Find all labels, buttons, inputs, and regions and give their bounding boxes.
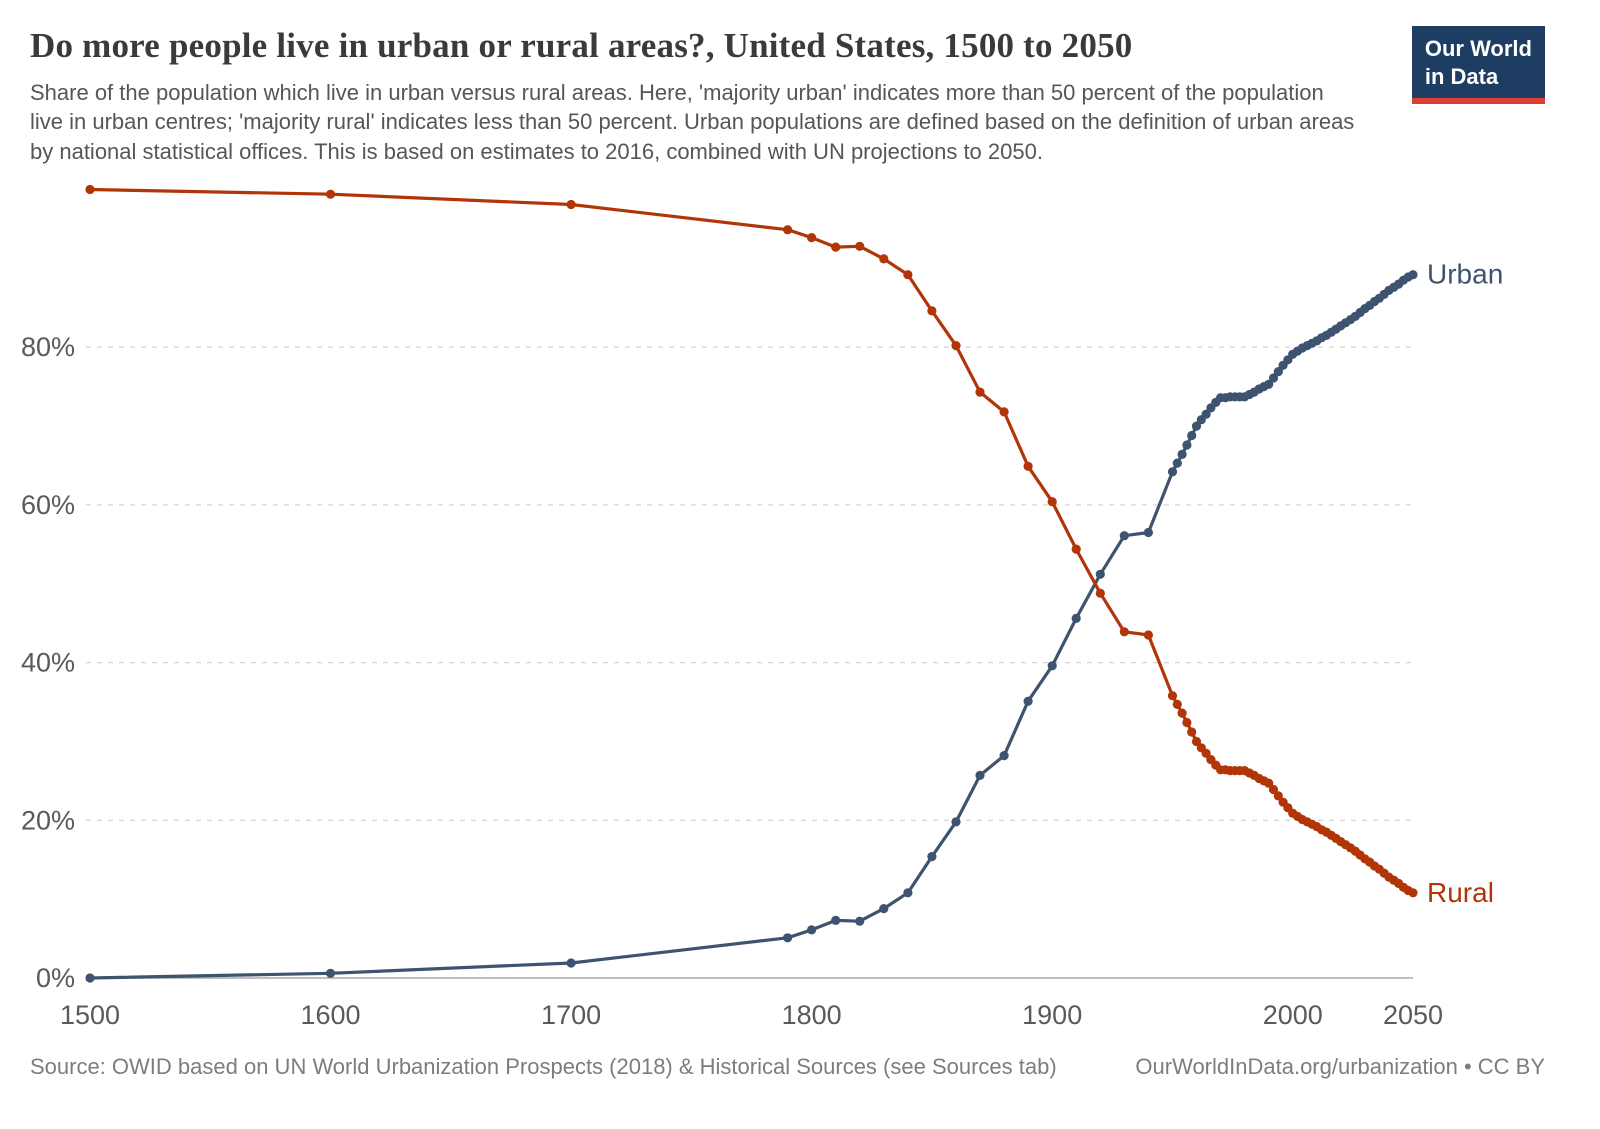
data-point [566, 958, 576, 968]
data-point [1167, 466, 1178, 477]
data-point [879, 903, 889, 913]
data-point [855, 916, 865, 926]
data-point [1268, 373, 1279, 383]
x-tick-label: 1500 [60, 1000, 120, 1030]
data-point [325, 968, 336, 978]
series-end-label: Rural [1427, 877, 1494, 908]
y-tick-label: 0% [36, 963, 75, 993]
data-point [1143, 630, 1153, 640]
x-tick-label: 1600 [301, 1000, 361, 1030]
data-point [999, 407, 1009, 417]
owid-chart-page: Do more people live in urban or rural ar… [0, 0, 1600, 1080]
y-tick-label: 80% [21, 332, 75, 362]
x-tick-label: 2000 [1263, 1000, 1323, 1030]
data-point [1095, 569, 1105, 579]
data-point [1177, 449, 1187, 459]
data-point [975, 387, 985, 397]
logo-accent-bar [1411, 98, 1545, 104]
data-point [903, 887, 913, 898]
data-point [783, 932, 793, 943]
data-point [831, 242, 841, 252]
data-point [1023, 696, 1033, 706]
data-point [1408, 269, 1418, 280]
y-tick-label: 40% [21, 647, 75, 677]
line-chart[interactable]: 0% 20% 40% 60% 80% 1500 1600 1700 1800 1900 2000 20… [0, 176, 1600, 1038]
data-point [1172, 458, 1182, 468]
data-point [1071, 613, 1081, 623]
source-note: Source: OWID based on UN World Urbanizat… [30, 1053, 1057, 1079]
data-point [1177, 708, 1187, 718]
data-point [831, 915, 841, 925]
series-end-label: Urban [1427, 258, 1503, 289]
data-point [927, 306, 937, 316]
data-point [1167, 690, 1178, 701]
series-urban[interactable]: Urban [85, 258, 1503, 983]
data-point [1273, 791, 1283, 801]
data-point [1187, 727, 1197, 737]
x-tick-label: 1900 [1022, 1000, 1082, 1030]
data-point [807, 232, 817, 242]
data-point [975, 770, 985, 780]
logo-text-line1: Our World [1424, 36, 1532, 61]
x-tick-label: 1800 [782, 1000, 842, 1030]
data-point [903, 269, 913, 280]
chart-subtitle: Share of the population which live in ur… [30, 80, 1355, 164]
data-point [85, 973, 95, 983]
data-point [1023, 461, 1033, 471]
data-point [1264, 778, 1274, 788]
data-point [1264, 379, 1274, 389]
data-point [1273, 366, 1283, 376]
data-point [325, 189, 336, 199]
data-point [1182, 440, 1192, 450]
data-point [1182, 717, 1192, 727]
y-tick-label: 20% [21, 805, 75, 835]
data-point [1119, 626, 1129, 637]
logo-text-line2: in Data [1424, 63, 1499, 89]
data-point [1047, 660, 1057, 671]
data-point [951, 340, 961, 350]
owid-logo[interactable]: Our World in Data [1411, 26, 1545, 104]
data-point [1268, 784, 1279, 794]
data-point [1119, 530, 1129, 541]
data-point [927, 851, 937, 861]
series-rural[interactable]: Rural [85, 184, 1494, 908]
series-line [88, 187, 1415, 895]
data-point [999, 750, 1009, 760]
data-point [1187, 430, 1197, 440]
chart-header: Do more people live in urban or rural ar… [0, 0, 1600, 166]
chart-footer: Source: OWID based on UN World Urbanizat… [0, 1038, 1600, 1080]
data-point [566, 199, 576, 209]
data-point [1143, 527, 1153, 537]
data-point [951, 817, 961, 827]
data-point [1201, 748, 1211, 758]
data-point [85, 184, 95, 194]
data-point [1071, 544, 1081, 554]
data-point [1095, 588, 1105, 598]
y-tick-label: 60% [21, 490, 75, 520]
x-tick-label: 1700 [541, 1000, 601, 1030]
data-point [1408, 887, 1418, 898]
footer-license-link[interactable]: OurWorldInData.org/urbanization • CC BY [1135, 1053, 1545, 1079]
data-point [807, 925, 817, 935]
data-point [1191, 736, 1202, 746]
series-line [88, 272, 1415, 980]
x-tick-label: 2050 [1383, 1000, 1443, 1030]
chart-title: Do more people live in urban or rural ar… [30, 26, 1133, 65]
data-point [855, 241, 865, 251]
data-point [1172, 699, 1182, 709]
data-point [879, 254, 889, 264]
data-point [1191, 421, 1202, 431]
data-point [783, 224, 793, 235]
data-point [1201, 409, 1211, 419]
data-point [1047, 496, 1057, 507]
